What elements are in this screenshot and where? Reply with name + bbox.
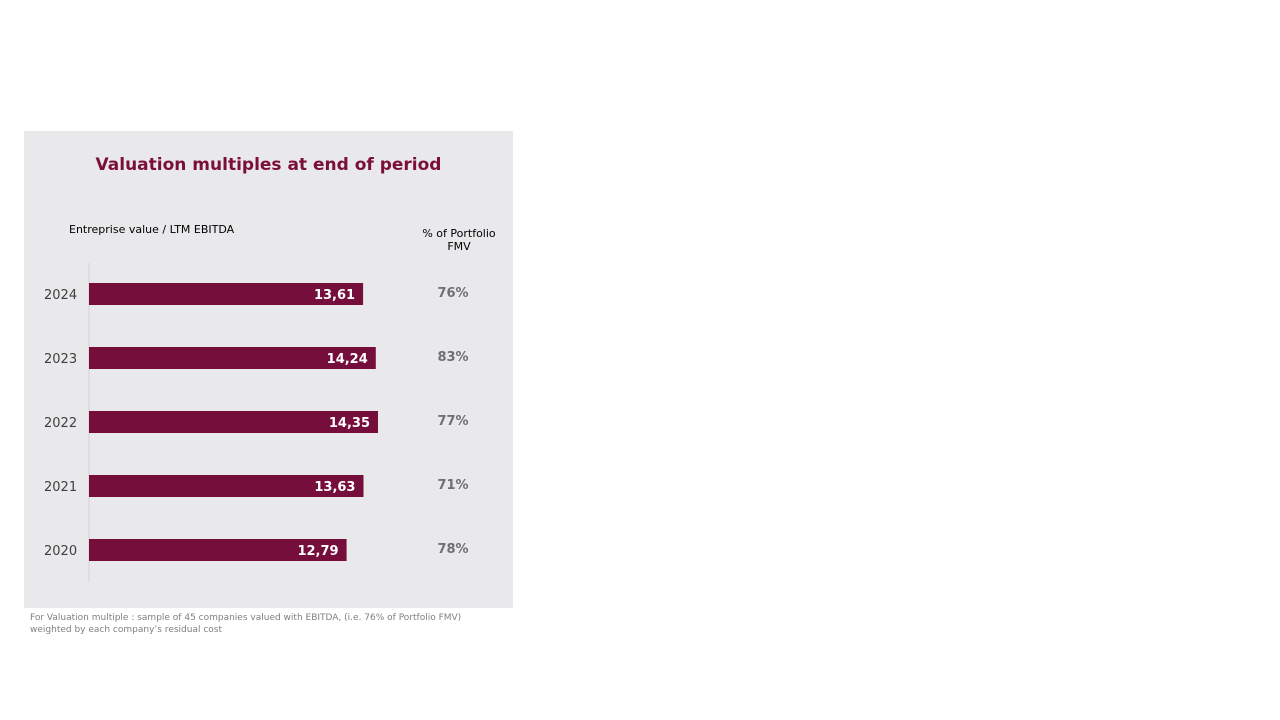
portfolio-pct-label: 83% [437, 350, 468, 365]
bar-value-label: 14,35 [329, 416, 370, 431]
bar-2024 [89, 283, 364, 305]
category-tick-label: 2021 [44, 480, 77, 495]
chart-title: Valuation multiples at end of period [95, 155, 442, 175]
category-tick-label: 2022 [44, 416, 77, 431]
axis-caption: Entreprise value / LTM EBITDA [69, 223, 235, 236]
pct-column-header: % of Portfolio FMV [422, 227, 496, 253]
bar-value-label: 12,79 [297, 544, 338, 559]
portfolio-pct-label: 77% [437, 414, 468, 429]
portfolio-pct-label: 78% [437, 542, 468, 557]
bar-2021 [89, 475, 364, 497]
bar-value-label: 13,61 [314, 288, 355, 303]
bar-chart-svg: 2024 13,61 76% 2023 14,24 83% 2022 14,35 77% 2021… [44, 263, 469, 581]
bar-2022 [89, 411, 378, 433]
category-tick-label: 2020 [44, 544, 77, 559]
chart-panel: Valuation multiples at end of period Ent… [24, 131, 513, 608]
bar-2023 [89, 347, 376, 369]
bar-value-label: 13,63 [314, 480, 355, 495]
category-tick-label: 2024 [44, 288, 77, 303]
footnote: For Valuation multiple : sample of 45 co… [30, 613, 462, 635]
portfolio-pct-label: 71% [437, 478, 468, 493]
category-tick-label: 2023 [44, 352, 77, 367]
bar-value-label: 14,24 [327, 352, 368, 367]
portfolio-pct-label: 76% [437, 286, 468, 301]
bar-2020 [89, 539, 347, 561]
